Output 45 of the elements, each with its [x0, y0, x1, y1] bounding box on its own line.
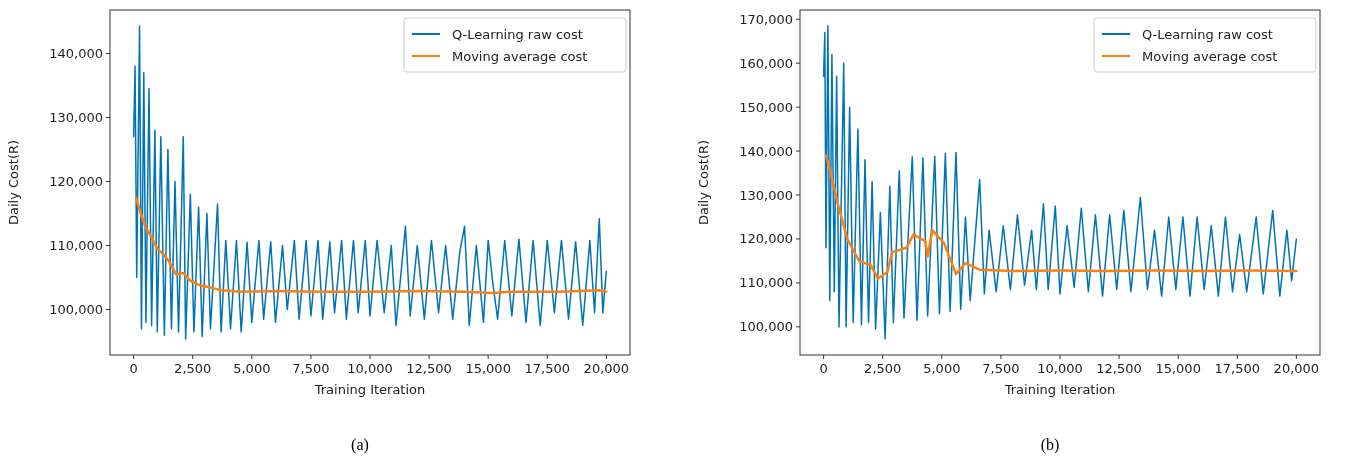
- legend-label: Q-Learning raw cost: [1142, 27, 1273, 42]
- x-tick-label: 15,000: [1155, 361, 1201, 376]
- x-tick-label: 5,000: [923, 361, 961, 376]
- x-tick-label: 12,500: [1096, 361, 1142, 376]
- y-tick-label: 110,000: [739, 275, 793, 291]
- y-axis-title: Daily Cost(R): [6, 139, 21, 226]
- legend-label: Moving average cost: [452, 49, 588, 64]
- y-tick-label: 100,000: [739, 319, 793, 335]
- y-tick-label: 140,000: [739, 143, 793, 159]
- x-tick-label: 10,000: [347, 361, 393, 376]
- line-series: [134, 196, 608, 295]
- x-tick-label: 7,500: [982, 361, 1020, 376]
- line-series: [824, 154, 1298, 280]
- y-tick-label: 140,000: [49, 46, 103, 62]
- x-axis-title: Training Iteration: [1003, 382, 1116, 397]
- y-tick-label: 150,000: [739, 99, 793, 115]
- text: (a): [351, 436, 369, 454]
- y-tick-label: 120,000: [739, 231, 793, 247]
- y-tick-label: 120,000: [49, 174, 103, 190]
- y-tick-label: 160,000: [739, 55, 793, 71]
- x-tick-label: 15,000: [465, 361, 511, 376]
- y-tick-label: 170,000: [739, 11, 793, 27]
- x-axis-title: Training Iteration: [313, 382, 426, 397]
- x-tick-label: 0: [129, 361, 138, 376]
- x-tick-label: 2,500: [864, 361, 902, 376]
- line-series: [822, 25, 1298, 340]
- x-tick-label: 0: [819, 361, 828, 376]
- line-series: [132, 25, 608, 340]
- legend-label: Moving average cost: [1142, 49, 1278, 64]
- x-tick-label: 17,500: [1214, 361, 1261, 376]
- y-tick-label: 110,000: [49, 238, 103, 254]
- x-tick-label: 10,000: [1037, 361, 1083, 376]
- y-tick-label: 130,000: [739, 187, 793, 203]
- x-tick-label: 2,500: [174, 361, 212, 376]
- x-tick-label: 12,500: [406, 361, 452, 376]
- x-tick-label: 20,000: [1273, 361, 1320, 376]
- y-axis-title: Daily Cost(R): [696, 139, 711, 226]
- x-tick-label: 5,000: [233, 361, 271, 376]
- x-tick-label: 20,000: [583, 361, 630, 376]
- legend-label: Q-Learning raw cost: [452, 27, 583, 42]
- x-tick-label: 7,500: [292, 361, 330, 376]
- y-tick-label: 100,000: [49, 302, 103, 318]
- y-tick-label: 130,000: [49, 110, 103, 126]
- x-tick-label: 17,500: [524, 361, 571, 376]
- text: (b): [1040, 436, 1060, 454]
